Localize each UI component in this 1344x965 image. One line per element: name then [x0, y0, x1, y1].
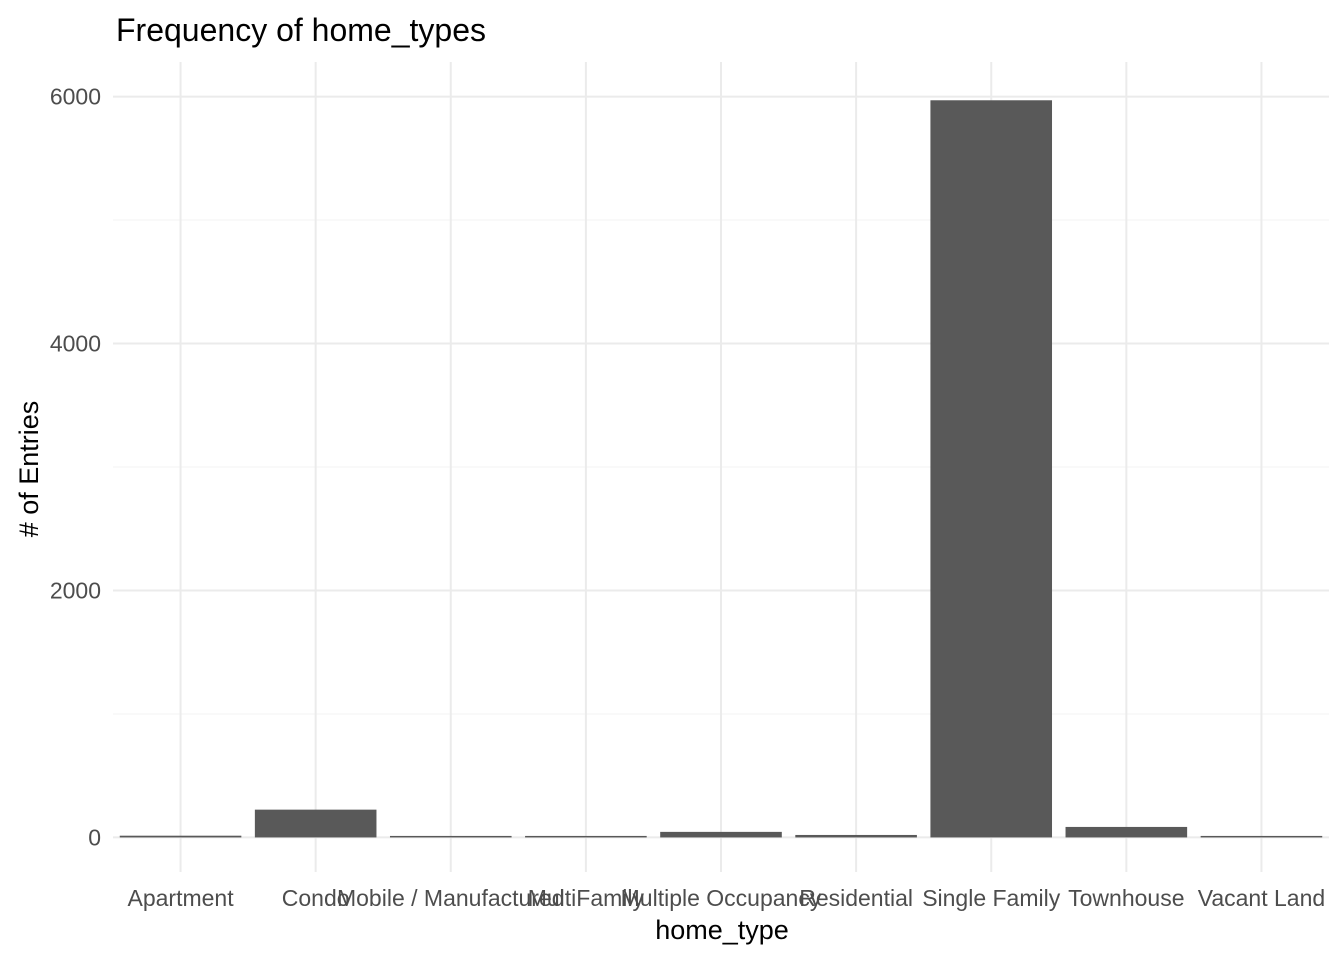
x-tick-label: Vacant Land [1198, 885, 1325, 911]
bar [389, 835, 512, 838]
bar [1200, 835, 1323, 838]
x-tick-label: Single Family [922, 885, 1061, 911]
grid [113, 62, 1329, 872]
x-tick-label: Mobile / Manufactured [337, 885, 565, 911]
y-tick-label: 0 [88, 824, 101, 850]
bar [660, 831, 782, 838]
bar [1065, 826, 1188, 838]
y-tick-label: 6000 [50, 84, 101, 110]
y-tick-label: 4000 [50, 331, 101, 357]
bar [254, 809, 377, 838]
x-tick-label: Apartment [128, 885, 235, 911]
bar [525, 835, 647, 838]
x-axis-title: home_type [655, 915, 789, 945]
chart-title: Frequency of home_types [116, 12, 486, 48]
x-tick-label: MultiFamily [528, 885, 645, 911]
bar [795, 834, 917, 838]
y-axis-ticks: 0 2000 4000 6000 [50, 84, 101, 851]
bar [119, 835, 242, 838]
bars [119, 100, 1323, 838]
x-tick-label: Townhouse [1068, 885, 1184, 911]
x-tick-label: Condo [282, 885, 350, 911]
y-tick-label: 2000 [50, 577, 101, 603]
y-axis-title: # of Entries [14, 401, 44, 538]
bar [930, 100, 1053, 838]
x-tick-label: Multiple Occupancy [621, 885, 822, 911]
x-tick-label: Residential [799, 885, 913, 911]
